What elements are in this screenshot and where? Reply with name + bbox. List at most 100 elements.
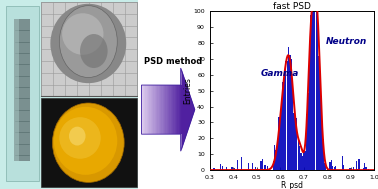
Bar: [368, 169, 369, 170]
Bar: [238, 169, 239, 170]
Bar: [171, 85, 172, 134]
Bar: [365, 167, 367, 170]
Bar: [321, 110, 322, 170]
Bar: [274, 145, 275, 170]
Bar: [144, 85, 146, 134]
Bar: [353, 167, 354, 170]
Bar: [41, 98, 136, 187]
Bar: [255, 167, 256, 170]
Bar: [302, 156, 303, 170]
Bar: [174, 85, 175, 134]
Bar: [241, 157, 242, 170]
Bar: [151, 85, 152, 134]
Bar: [297, 139, 299, 170]
Bar: [209, 159, 211, 170]
Bar: [331, 160, 332, 170]
Bar: [179, 85, 180, 134]
Bar: [155, 85, 156, 134]
Bar: [141, 85, 143, 134]
Bar: [350, 168, 352, 170]
Bar: [306, 114, 307, 170]
Ellipse shape: [54, 107, 117, 175]
Bar: [364, 163, 365, 170]
Bar: [166, 85, 167, 134]
Bar: [168, 85, 170, 134]
Bar: [299, 146, 300, 170]
Ellipse shape: [53, 103, 124, 182]
Bar: [226, 167, 227, 170]
Bar: [311, 11, 313, 170]
Ellipse shape: [59, 117, 101, 159]
Bar: [167, 85, 168, 134]
Bar: [277, 145, 278, 170]
Bar: [175, 85, 177, 134]
Bar: [285, 61, 287, 170]
Title: fast PSD: fast PSD: [273, 2, 311, 11]
Bar: [248, 163, 249, 170]
Bar: [310, 15, 311, 170]
Bar: [358, 159, 359, 170]
Bar: [276, 150, 277, 170]
Bar: [157, 85, 159, 134]
Bar: [363, 168, 364, 170]
Bar: [273, 161, 274, 170]
Bar: [262, 159, 263, 170]
Bar: [325, 166, 327, 170]
Bar: [234, 168, 235, 170]
Bar: [164, 85, 166, 134]
Bar: [292, 85, 293, 170]
Bar: [301, 153, 302, 170]
Bar: [335, 166, 336, 170]
Bar: [180, 85, 182, 134]
Bar: [333, 167, 335, 170]
Bar: [316, 11, 317, 170]
Text: Gamma: Gamma: [261, 69, 299, 78]
Bar: [342, 156, 343, 170]
Bar: [176, 85, 178, 134]
Bar: [296, 118, 297, 170]
Bar: [237, 160, 238, 170]
Bar: [252, 163, 253, 170]
Bar: [169, 85, 171, 134]
Bar: [284, 71, 285, 170]
Bar: [343, 165, 344, 170]
Bar: [314, 11, 315, 170]
Bar: [288, 47, 289, 170]
Polygon shape: [181, 68, 195, 151]
Bar: [156, 85, 158, 134]
Bar: [287, 61, 288, 170]
Bar: [278, 117, 279, 170]
Polygon shape: [14, 19, 19, 161]
Bar: [213, 167, 215, 170]
Bar: [307, 93, 308, 170]
Bar: [293, 113, 295, 170]
Bar: [322, 139, 324, 170]
Bar: [146, 85, 147, 134]
Ellipse shape: [50, 4, 126, 83]
Y-axis label: Entries: Entries: [183, 77, 192, 104]
Bar: [318, 56, 319, 170]
Bar: [41, 2, 136, 96]
Bar: [313, 11, 314, 170]
Text: PSD method: PSD method: [144, 57, 202, 66]
Bar: [332, 166, 333, 170]
Bar: [147, 85, 149, 134]
Bar: [356, 161, 357, 170]
Bar: [303, 153, 304, 170]
Bar: [281, 98, 282, 170]
Ellipse shape: [62, 13, 104, 55]
Bar: [260, 161, 262, 170]
Bar: [357, 169, 358, 170]
Text: Neutron: Neutron: [326, 37, 367, 46]
Bar: [324, 163, 325, 170]
Bar: [163, 85, 164, 134]
Bar: [161, 85, 163, 134]
Bar: [309, 54, 310, 170]
Bar: [149, 85, 151, 134]
Ellipse shape: [69, 127, 85, 146]
Bar: [291, 59, 292, 170]
Bar: [152, 85, 154, 134]
Bar: [177, 85, 179, 134]
Bar: [222, 166, 223, 170]
Bar: [153, 85, 155, 134]
